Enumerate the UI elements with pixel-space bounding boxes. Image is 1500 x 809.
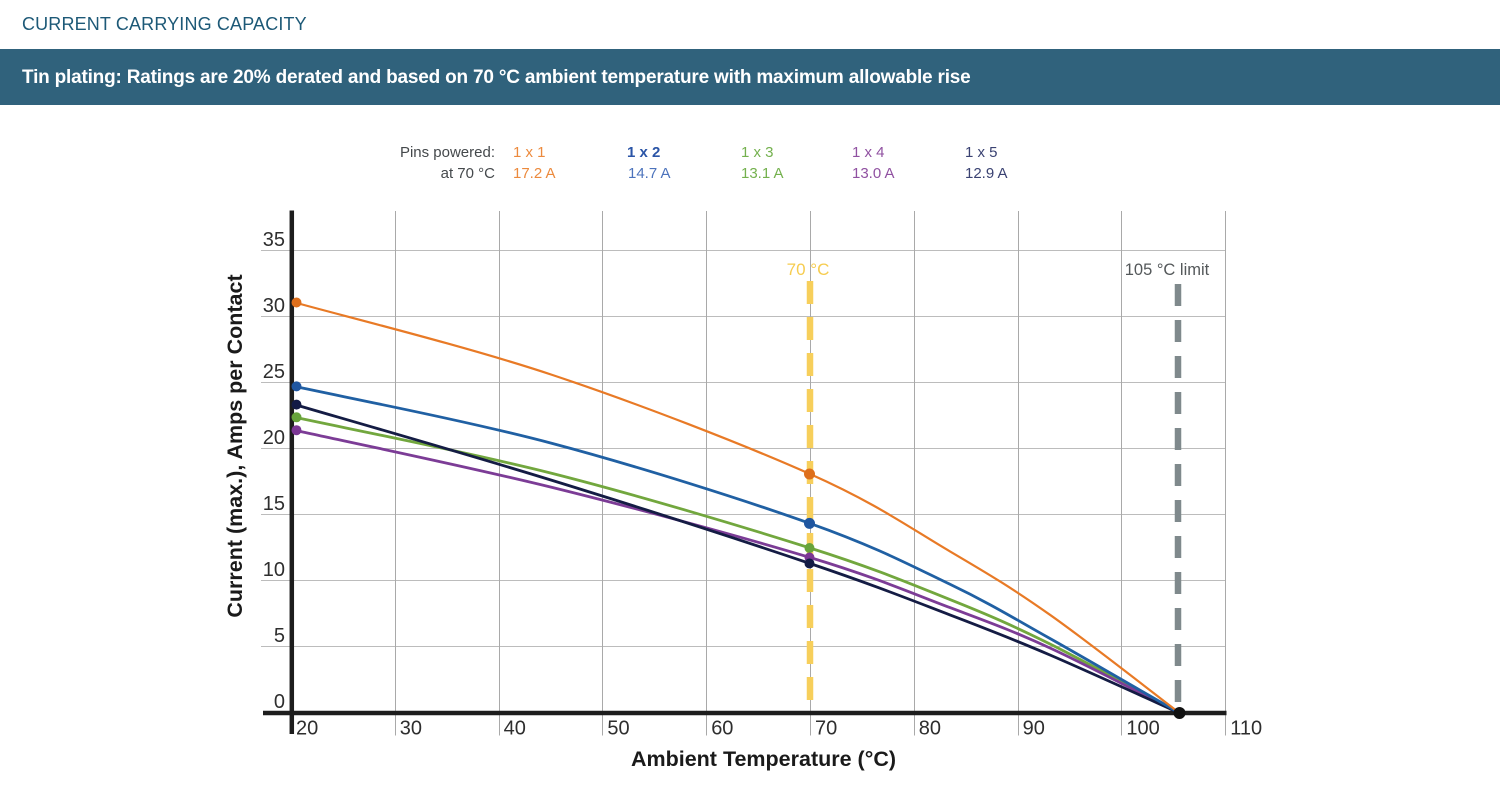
svg-text:0: 0 xyxy=(274,691,285,713)
svg-text:Ambient Temperature (°C): Ambient Temperature (°C) xyxy=(631,747,896,771)
svg-text:Current (max.), Amps per Conta: Current (max.), Amps per Contact xyxy=(223,274,247,617)
svg-text:70: 70 xyxy=(815,718,837,740)
svg-text:105 °C limit: 105 °C limit xyxy=(1125,261,1210,279)
svg-text:60: 60 xyxy=(711,718,733,740)
svg-text:110: 110 xyxy=(1230,718,1262,740)
svg-text:20: 20 xyxy=(263,427,285,449)
svg-text:30: 30 xyxy=(263,295,285,317)
svg-text:5: 5 xyxy=(274,625,285,647)
svg-text:15: 15 xyxy=(263,493,285,515)
svg-text:50: 50 xyxy=(607,718,629,740)
svg-text:40: 40 xyxy=(504,718,526,740)
svg-text:100: 100 xyxy=(1126,718,1159,740)
svg-text:90: 90 xyxy=(1023,718,1045,740)
svg-text:20: 20 xyxy=(296,718,318,740)
svg-text:35: 35 xyxy=(263,229,285,251)
svg-text:80: 80 xyxy=(919,718,941,740)
svg-text:30: 30 xyxy=(400,718,422,740)
svg-text:70 °C: 70 °C xyxy=(787,260,830,279)
svg-text:25: 25 xyxy=(263,361,285,383)
svg-text:10: 10 xyxy=(263,559,285,581)
